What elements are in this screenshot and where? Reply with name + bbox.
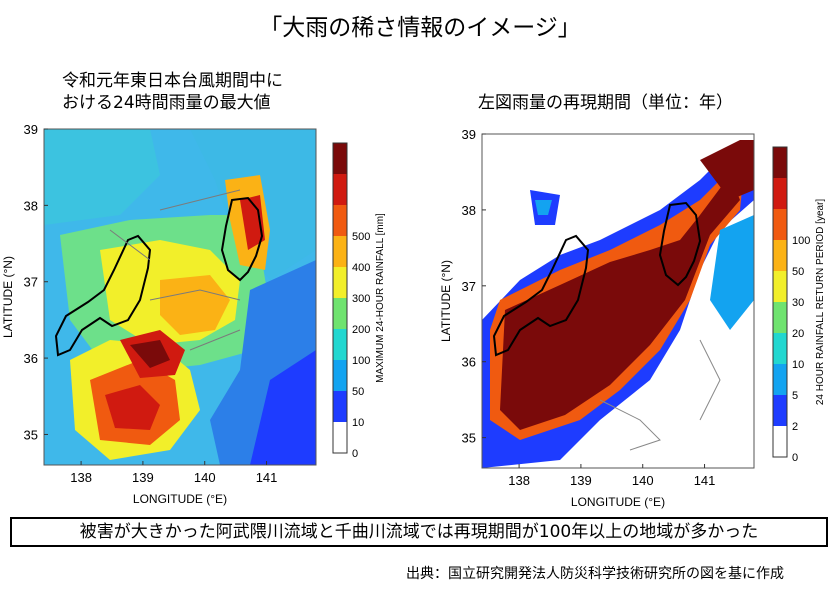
left-colorbar: 0 10 50 100 200 300 400 500 MAXIMUM 24-HOUR RAIN… xyxy=(332,142,386,460)
left-colorbar-tick-label: 10 xyxy=(352,417,364,429)
left-colorbar-segment xyxy=(333,422,347,453)
right-x-axis-label: LONGITUDE (°E) xyxy=(571,495,665,509)
left-colorbar-label: MAXIMUM 24-HOUR RAINFALL [mm] xyxy=(375,213,386,383)
left-y-tick-label: 38 xyxy=(24,198,38,213)
left-colorbar-segment xyxy=(333,329,347,360)
left-x-tick-label: 141 xyxy=(256,470,278,485)
miyagi-darkred-region xyxy=(700,140,754,200)
right-axis-ticks: 138 139 140 141 35 36 37 38 39 LONGITUDE (°E) LATI… xyxy=(439,127,715,509)
left-colorbar-frame xyxy=(332,142,348,454)
right-colorbar-segment xyxy=(773,178,787,209)
left-colorbar-tick-label: 50 xyxy=(352,386,364,398)
right-colorbar-label: 24 HOUR RAINFALL RETURN PERIOD [year] xyxy=(815,199,826,406)
right-colorbar-segment xyxy=(773,364,787,395)
prefecture-borders xyxy=(109,189,241,351)
left-colorbar-segment xyxy=(333,205,347,236)
right-colorbar-segment xyxy=(773,426,787,457)
right-y-tick-label: 37 xyxy=(462,279,476,294)
right-colorbar-tick-label: 100 xyxy=(792,235,810,247)
left-colorbar-segment xyxy=(333,298,347,329)
chichibu-darkred-region xyxy=(130,340,170,368)
right-coastline xyxy=(599,339,721,451)
left-axis-ticks: 138 139 140 141 35 36 37 38 39 LONGITUDE (°E) LATI… xyxy=(1,122,277,506)
right-colorbar-tick-label: 0 xyxy=(792,452,798,464)
left-y-tick-label: 37 xyxy=(24,275,38,290)
right-x-tick-label: 141 xyxy=(694,473,716,488)
left-x-tick-label: 140 xyxy=(194,470,216,485)
left-x-tick-label: 138 xyxy=(70,470,92,485)
right-colorbar-segment xyxy=(773,240,787,271)
source-note: 出典：国立研究開発法人防災科学技術研究所の図を基に作成 xyxy=(406,566,784,582)
central-orange-region xyxy=(160,275,230,335)
sado-cyan-region xyxy=(535,200,552,215)
right-abukuma-basin-outline xyxy=(658,201,702,287)
right-y-tick-label: 35 xyxy=(462,431,476,446)
left-chart-title-line2: おける24時間雨量の最大値 xyxy=(62,93,271,113)
right-colorbar-segment xyxy=(773,333,787,364)
left-colorbar-segment xyxy=(333,267,347,298)
right-y-tick-label: 38 xyxy=(462,203,476,218)
left-colorbar-segment xyxy=(333,360,347,391)
right-y-tick-label: 36 xyxy=(462,355,476,370)
left-plot-frame xyxy=(43,128,317,466)
right-darkred-region xyxy=(500,175,740,430)
right-colorbar-frame xyxy=(772,146,788,458)
right-coast-cyan-region xyxy=(710,215,754,330)
abukuma-red-region xyxy=(240,195,265,250)
left-colorbar-segment xyxy=(333,143,347,174)
left-y-tick-label: 39 xyxy=(24,122,38,137)
left-y-axis-label: LATITUDE (°N) xyxy=(1,256,15,338)
left-y-tick-label: 35 xyxy=(24,427,38,442)
left-colorbar-tick-label: 100 xyxy=(352,355,370,367)
right-colorbar-segment xyxy=(773,209,787,240)
right-colorbar-segment xyxy=(773,395,787,426)
pacific-deepblue-region xyxy=(250,350,316,465)
left-y-tick-label: 36 xyxy=(24,351,38,366)
left-colorbar-tick-label: 0 xyxy=(352,448,358,460)
abukuma-basin-outline xyxy=(220,196,264,282)
right-chart-title: 左図雨量の再現期間（単位：年） xyxy=(478,93,733,113)
left-colorbar-segment xyxy=(333,391,347,422)
right-colorbar-tick-label: 20 xyxy=(792,328,804,340)
right-colorbar-tick-label: 5 xyxy=(792,390,798,402)
chikuma-basin-outline xyxy=(54,234,152,357)
right-x-tick-label: 140 xyxy=(632,473,654,488)
right-colorbar-tick-label: 30 xyxy=(792,297,804,309)
right-y-axis-label: LATITUDE (°N) xyxy=(439,260,453,342)
right-map xyxy=(482,134,754,468)
right-y-tick-label: 39 xyxy=(462,127,476,142)
summary-box: 被害が大きかった阿武隈川流域と千曲川流域では再現期間が100年以上の地域が多かっ… xyxy=(10,517,828,547)
left-colorbar-tick-label: 200 xyxy=(352,324,370,336)
right-x-tick-label: 139 xyxy=(570,473,592,488)
right-colorbar-tick-label: 10 xyxy=(792,359,804,371)
right-colorbar-tick-label: 50 xyxy=(792,266,804,278)
left-colorbar-segment xyxy=(333,174,347,205)
left-colorbar-tick-label: 400 xyxy=(352,262,370,274)
south-red-region xyxy=(105,385,160,430)
right-colorbar-tick-label: 2 xyxy=(792,421,798,433)
right-chikuma-basin-outline xyxy=(492,234,590,357)
sea-of-japan-region xyxy=(44,129,160,225)
left-x-tick-label: 139 xyxy=(132,470,154,485)
left-chart-title-line1: 令和元年東日本台風期間中に xyxy=(62,71,283,91)
right-colorbar-segment xyxy=(773,271,787,302)
left-x-axis-label: LONGITUDE (°E) xyxy=(133,492,227,506)
page-title: 「大雨の稀さ情報のイメージ」 xyxy=(259,15,581,41)
left-colorbar-tick-label: 300 xyxy=(352,293,370,305)
right-colorbar: 0 2 5 10 20 30 50 100 24 HOUR RAINFALL RETURN PE… xyxy=(772,146,826,464)
right-colorbar-segment xyxy=(773,302,787,333)
right-plot-frame xyxy=(481,133,755,469)
left-colorbar-tick-label: 500 xyxy=(352,231,370,243)
right-x-tick-label: 138 xyxy=(508,473,530,488)
left-map xyxy=(44,129,316,465)
right-colorbar-segment xyxy=(773,147,787,178)
left-colorbar-segment xyxy=(333,236,347,267)
left-chart-title: 令和元年東日本台風期間中に おける24時間雨量の最大値 xyxy=(62,70,283,114)
